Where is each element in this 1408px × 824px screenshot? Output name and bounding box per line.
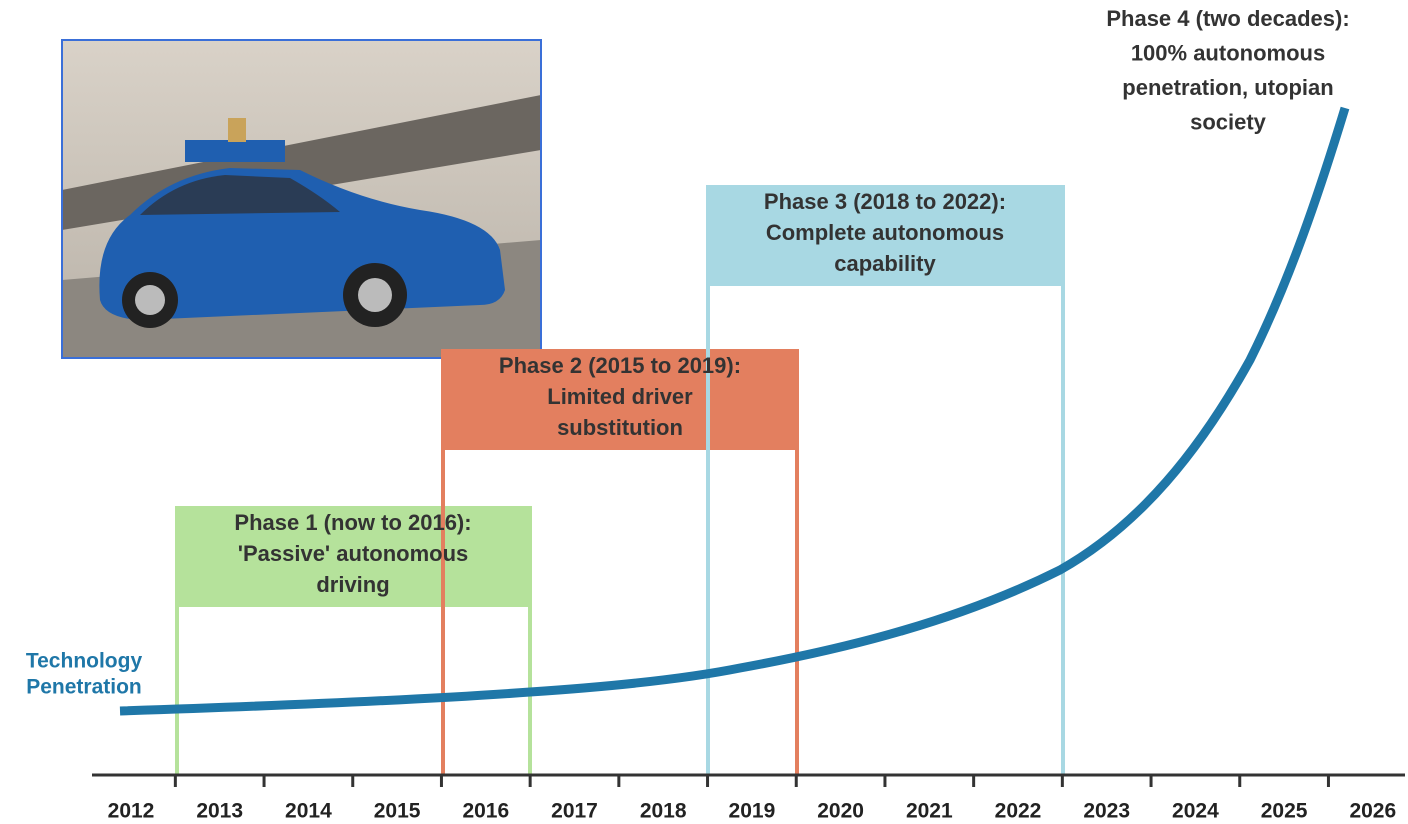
year-label: 2018 <box>640 800 687 823</box>
phase-label: Complete autonomous <box>766 220 1004 245</box>
phase-label: society <box>1190 109 1267 134</box>
year-label: 2013 <box>196 800 243 823</box>
year-label: 2017 <box>551 800 598 823</box>
photo <box>61 39 542 359</box>
phase-label: Phase 2 (2015 to 2019): <box>499 353 741 378</box>
phase-label: 'Passive' autonomous <box>238 541 469 566</box>
year-label: 2016 <box>462 800 509 823</box>
curve-label: Technology <box>26 650 143 673</box>
phase-label: Phase 1 (now to 2016): <box>234 510 471 535</box>
phase-3-box <box>706 185 1065 775</box>
year-label: 2021 <box>906 800 953 823</box>
year-label: 2024 <box>1172 800 1219 823</box>
year-label: 2012 <box>108 800 155 823</box>
phase-label: 100% autonomous <box>1131 40 1325 65</box>
penetration-curve <box>119 106 1350 716</box>
year-label: 2025 <box>1261 800 1308 823</box>
phase-label: capability <box>834 251 936 276</box>
curve-label: Penetration <box>26 676 142 699</box>
year-label: 2015 <box>374 800 421 823</box>
year-label: 2026 <box>1349 800 1396 823</box>
phase-label: Phase 4 (two decades): <box>1106 6 1349 31</box>
phase-label: penetration, utopian <box>1122 75 1333 100</box>
year-label: 2019 <box>729 800 776 823</box>
phase-1-box <box>175 506 532 775</box>
year-label: 2020 <box>817 800 864 823</box>
year-label: 2022 <box>995 800 1042 823</box>
phase-label: driving <box>316 572 389 597</box>
phase-2-box <box>441 349 799 775</box>
year-label: 2023 <box>1083 800 1130 823</box>
phase-label: substitution <box>557 415 683 440</box>
year-label: 2014 <box>285 800 332 823</box>
labels: 2012 2013 2014 2015 2016 2017 2018 2019 2020 2021… <box>26 6 1396 823</box>
phase-label: Limited driver <box>547 384 693 409</box>
phase-label: Phase 3 (2018 to 2022): <box>764 189 1006 214</box>
